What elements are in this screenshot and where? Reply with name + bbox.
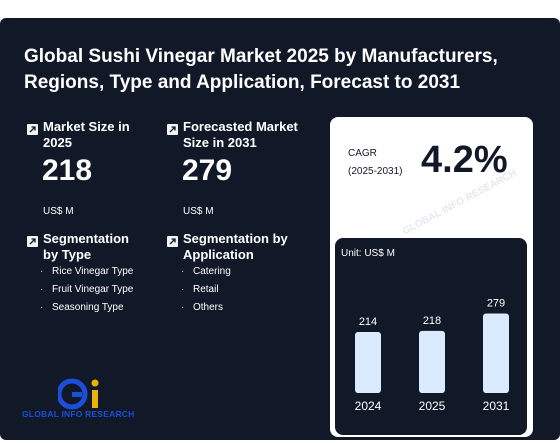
market-size-label: Market Size in 2025 [43, 119, 130, 150]
bar-value-label: 279 [487, 297, 505, 309]
bar-chart: 214 2024 218 2025 279 2031 [355, 297, 510, 413]
segmentation-type-label: Segmentation by Type [43, 231, 129, 262]
external-link-icon [27, 124, 38, 135]
bar-value-label: 218 [423, 315, 441, 327]
page-title: Global Sushi Vinegar Market 2025 by Manu… [24, 46, 498, 93]
cagr-value: 4.2% [421, 139, 508, 181]
segmentation-application-label: Segmentation by Application [183, 231, 288, 262]
chart-unit-label: Unit: US$ M [341, 248, 395, 259]
external-link-icon [27, 236, 38, 247]
list-item: Retail [181, 281, 281, 299]
cagr-label: CAGR (2025-2031) [348, 145, 402, 181]
list-item: Catering [181, 263, 281, 281]
external-link-icon [167, 236, 178, 247]
bar-2024 [355, 332, 381, 393]
x-tick-label: 2031 [483, 399, 510, 413]
cagr-label-line1: CAGR [348, 148, 377, 159]
cagr-label-line2: (2025-2031) [348, 166, 403, 177]
forecast-value: 279 [182, 154, 233, 187]
x-tick-label: 2025 [419, 399, 446, 413]
company-logo: GLOBAL INFO RESEARCH [22, 378, 140, 422]
forecast-label: Forecasted Market Size in 2031 [183, 119, 298, 150]
bar-2025 [419, 330, 445, 393]
logo-text: GLOBAL INFO RESEARCH [22, 409, 135, 419]
bar-value-label: 214 [359, 316, 377, 328]
cagr-panel: GLOBAL INFO RESEARCH CAGR (2025-2031) 4.… [330, 117, 533, 437]
list-item: Seasoning Type [40, 299, 150, 317]
x-tick-label: 2024 [355, 399, 382, 413]
market-size-value: 218 [42, 154, 93, 187]
list-item: Others [181, 299, 281, 317]
forecast-unit: US$ M [183, 206, 214, 217]
market-size-unit: US$ M [43, 206, 74, 217]
segmentation-type-list: Rice Vinegar Type Fruit Vinegar Type Sea… [40, 263, 150, 317]
segmentation-application-list: Catering Retail Others [181, 263, 281, 317]
bar-chart-panel: Unit: US$ M 214 2024 218 2025 279 2031 [335, 238, 527, 435]
logo-mark-icon [58, 378, 99, 410]
bar-2031 [483, 313, 509, 393]
list-item: Rice Vinegar Type [40, 263, 150, 281]
list-item: Fruit Vinegar Type [40, 281, 150, 299]
external-link-icon [167, 124, 178, 135]
